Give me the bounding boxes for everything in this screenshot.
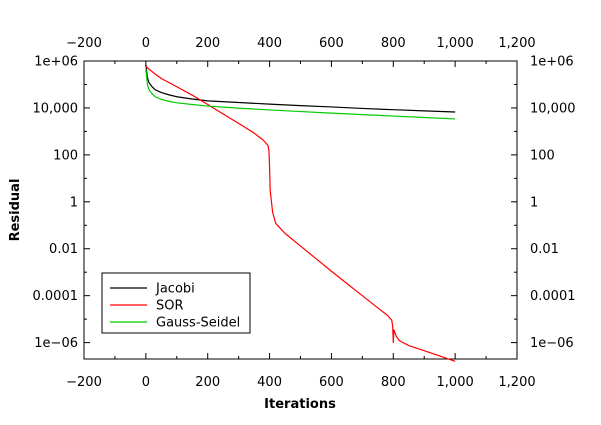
x-tick-label-bottom: 400	[257, 375, 282, 390]
y-tick-label-left: 0.0001	[33, 289, 79, 304]
y-tick-label-left: 10,000	[33, 101, 79, 116]
y-tick-label-right: 0.0001	[530, 289, 576, 304]
y-tick-label-right: 1e−06	[530, 336, 574, 351]
x-tick-label-top: 800	[381, 36, 406, 51]
x-axis-title: Iterations	[264, 397, 336, 412]
axis-ticks: −200 −200 0 0 200 200 400 400 600 600 800 800 1,000 1…	[33, 36, 576, 390]
x-tick-label-top: 400	[257, 36, 282, 51]
series-lines	[145, 64, 456, 362]
legend: Jacobi SOR Gauss-Seidel	[101, 272, 251, 334]
y-tick-label-left: 1e+06	[34, 55, 78, 70]
series-line-gauss-seidel	[145, 69, 456, 120]
y-tick-label-right: 0.01	[530, 242, 559, 257]
x-tick-label-bottom: 600	[319, 375, 344, 390]
y-tick-label-right: 10,000	[530, 101, 576, 116]
x-tick-label-bottom: 200	[195, 375, 220, 390]
y-tick-label-right: 100	[530, 148, 555, 163]
x-tick-label-top: 0	[142, 36, 150, 51]
y-tick-label-left: 1	[70, 195, 78, 210]
x-tick-label-bottom: 1,000	[437, 375, 474, 390]
x-tick-label-top: 1,200	[498, 36, 535, 51]
legend-label-gauss-seidel: Gauss-Seidel	[156, 316, 240, 331]
legend-label-jacobi: Jacobi	[155, 282, 195, 297]
x-tick-label-bottom: 0	[142, 375, 150, 390]
y-tick-label-left: 100	[53, 148, 78, 163]
x-tick-label-top: 600	[319, 36, 344, 51]
legend-box	[101, 272, 251, 334]
y-axis-title: Residual	[8, 179, 23, 242]
series-line-sor	[145, 65, 456, 362]
y-tick-label-right: 1	[530, 195, 538, 210]
x-tick-label-bottom: 1,200	[498, 375, 535, 390]
x-tick-label-top: −200	[66, 36, 102, 51]
x-tick-label-bottom: 800	[381, 375, 406, 390]
y-tick-label-left: 0.01	[49, 242, 78, 257]
y-tick-label-right: 1e+06	[530, 55, 574, 70]
x-tick-label-bottom: −200	[66, 375, 102, 390]
y-tick-label-left: 1e−06	[34, 336, 78, 351]
x-tick-label-top: 200	[195, 36, 220, 51]
x-tick-label-top: 1,000	[437, 36, 474, 51]
legend-label-sor: SOR	[156, 299, 184, 314]
